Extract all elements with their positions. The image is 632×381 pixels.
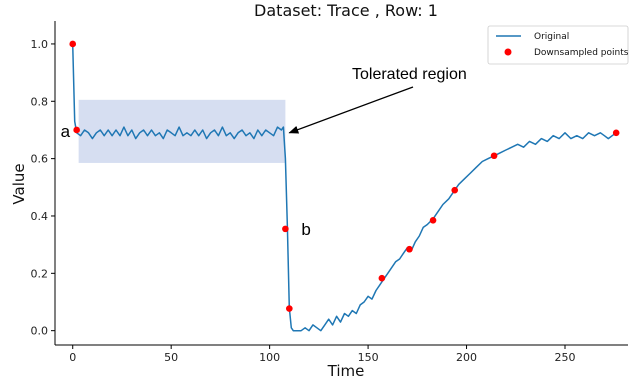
legend-points-label: Downsampled points <box>534 48 629 58</box>
downsampled-point <box>69 40 77 48</box>
y-tick-label: 0.0 <box>31 325 49 338</box>
y-axis-label: Value <box>10 163 28 204</box>
downsampled-point <box>429 216 437 224</box>
x-tick-label: 50 <box>164 351 178 364</box>
downsampled-point <box>378 274 386 282</box>
tolerated-region-label: Tolerated region <box>352 66 467 83</box>
y-tick-label: 0.6 <box>31 153 49 166</box>
y-tick-label: 1.0 <box>31 38 49 51</box>
original-series-line <box>71 43 617 332</box>
downsampled-point <box>73 126 80 134</box>
x-tick-label: 150 <box>358 351 379 364</box>
x-tick-label: 0 <box>69 351 76 364</box>
axes: 0 50 100 150 200 250 0.0 0.2 0.4 0.6 0.8 1.0 <box>31 21 628 364</box>
legend: Original Downsampled points <box>487 25 629 65</box>
downsampled-point <box>282 225 289 233</box>
legend-box <box>487 25 629 65</box>
point-b-label: b <box>301 220 310 239</box>
x-tick-label: 250 <box>554 351 575 364</box>
x-tick-label: 200 <box>456 351 477 364</box>
annotations: Tolerated region a b <box>61 66 467 239</box>
downsampled-point <box>612 129 620 137</box>
y-tick-label: 0.4 <box>31 210 49 223</box>
plot-area <box>55 21 628 345</box>
plot-background <box>55 21 628 345</box>
tolerated-region-arrow <box>288 86 414 134</box>
tolerated-region <box>78 99 286 163</box>
y-tick-label: 0.2 <box>31 267 49 280</box>
downsampled-point <box>286 305 293 312</box>
original-series-layer <box>71 43 617 332</box>
downsampled-point <box>490 152 498 160</box>
downsampled-point <box>451 186 459 194</box>
downsampled-points-layer <box>69 40 620 312</box>
point-a-label: a <box>61 122 71 141</box>
tolerated-region-layer <box>78 99 286 163</box>
y-tick-label: 0.8 <box>31 95 49 108</box>
x-tick-label: 100 <box>259 351 280 364</box>
legend-original-label: Original <box>534 32 569 42</box>
x-axis-label: Time <box>327 362 365 380</box>
chart-title: Dataset: Trace , Row: 1 <box>254 1 438 20</box>
legend-points-swatch <box>504 48 512 56</box>
downsampled-point <box>406 245 413 253</box>
